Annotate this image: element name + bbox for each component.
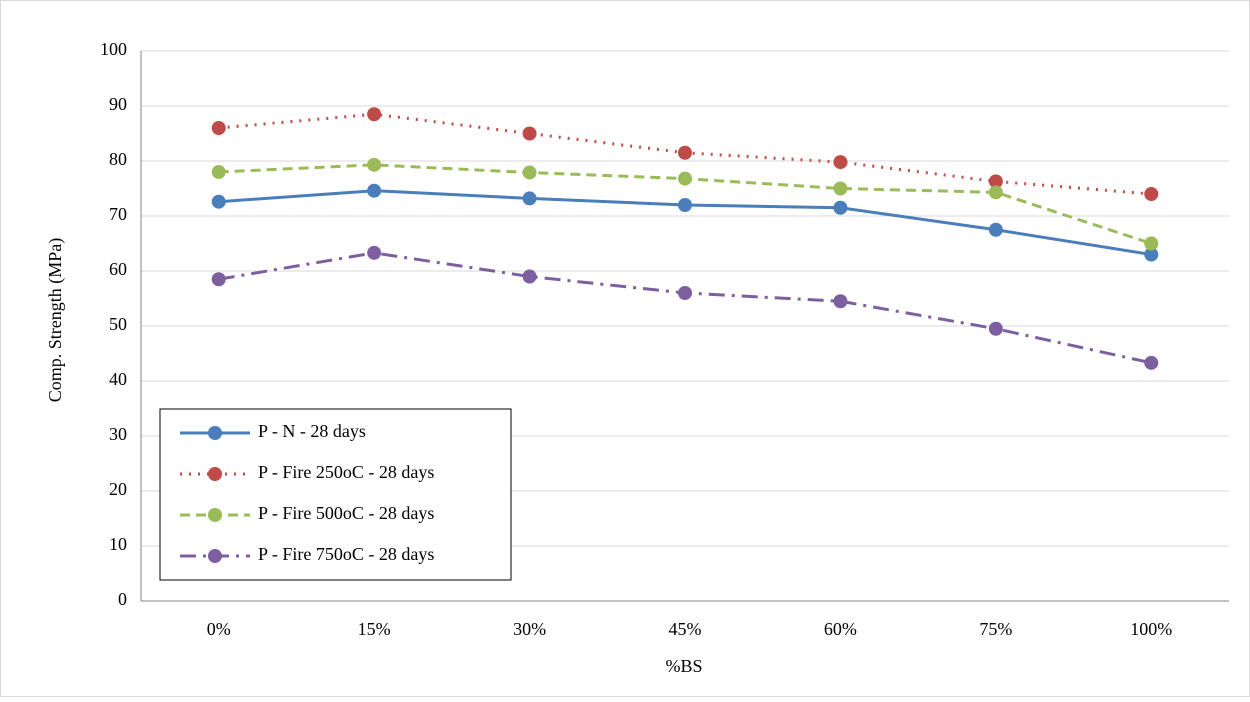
data-point <box>988 174 1003 189</box>
y-tick-label: 50 <box>109 314 127 334</box>
y-tick-label: 30 <box>109 424 127 444</box>
y-tick-label: 60 <box>109 259 127 279</box>
data-point <box>522 269 537 284</box>
data-point <box>678 171 692 186</box>
x-tick-label: 60% <box>824 619 857 639</box>
data-point <box>678 286 692 300</box>
y-tick-label: 80 <box>109 149 127 169</box>
data-point <box>1144 355 1159 370</box>
data-point <box>988 185 1003 200</box>
x-tick-label: 100% <box>1130 619 1172 639</box>
x-tick-label: 15% <box>358 619 391 639</box>
data-point <box>367 245 382 260</box>
legend-marker <box>208 508 222 522</box>
data-point <box>833 294 848 309</box>
data-point <box>211 165 226 179</box>
data-point <box>1144 236 1159 251</box>
data-point <box>678 145 692 160</box>
data-point <box>211 121 226 135</box>
y-axis-title: Comp. Strength (MPa) <box>45 238 66 403</box>
data-point <box>1144 247 1159 262</box>
data-point <box>678 198 692 212</box>
y-tick-label: 100 <box>100 39 127 59</box>
data-point <box>988 321 1003 336</box>
legend-label: P - Fire 500oC - 28 days <box>258 503 434 523</box>
y-tick-label: 70 <box>109 204 127 224</box>
data-point <box>833 181 848 196</box>
legend-label: P - N - 28 days <box>258 421 366 441</box>
legend-label: P - Fire 750oC - 28 days <box>258 544 434 564</box>
x-tick-label: 75% <box>979 619 1012 639</box>
data-point <box>522 191 537 206</box>
y-tick-label: 20 <box>109 479 127 499</box>
x-tick-label: 30% <box>513 619 546 639</box>
legend-marker <box>208 467 222 481</box>
legend-label: P - Fire 250oC - 28 days <box>258 462 434 482</box>
data-point <box>833 200 848 215</box>
data-point <box>211 194 226 209</box>
data-point <box>988 222 1003 237</box>
y-tick-label: 40 <box>109 369 127 389</box>
legend-marker <box>208 549 222 563</box>
x-tick-label: 0% <box>207 619 231 639</box>
data-point <box>1144 187 1159 201</box>
y-tick-label: 10 <box>109 534 127 554</box>
y-tick-label: 90 <box>109 94 127 114</box>
data-point <box>522 165 537 180</box>
data-point <box>367 157 382 172</box>
legend-marker <box>208 426 222 440</box>
y-tick-label: 0 <box>118 589 127 609</box>
data-point <box>367 183 382 198</box>
data-point <box>211 272 226 287</box>
x-tick-label: 45% <box>669 619 702 639</box>
x-axis-title: %BS <box>665 656 702 676</box>
data-point <box>522 126 537 141</box>
data-point <box>833 155 848 170</box>
data-point <box>367 107 382 122</box>
